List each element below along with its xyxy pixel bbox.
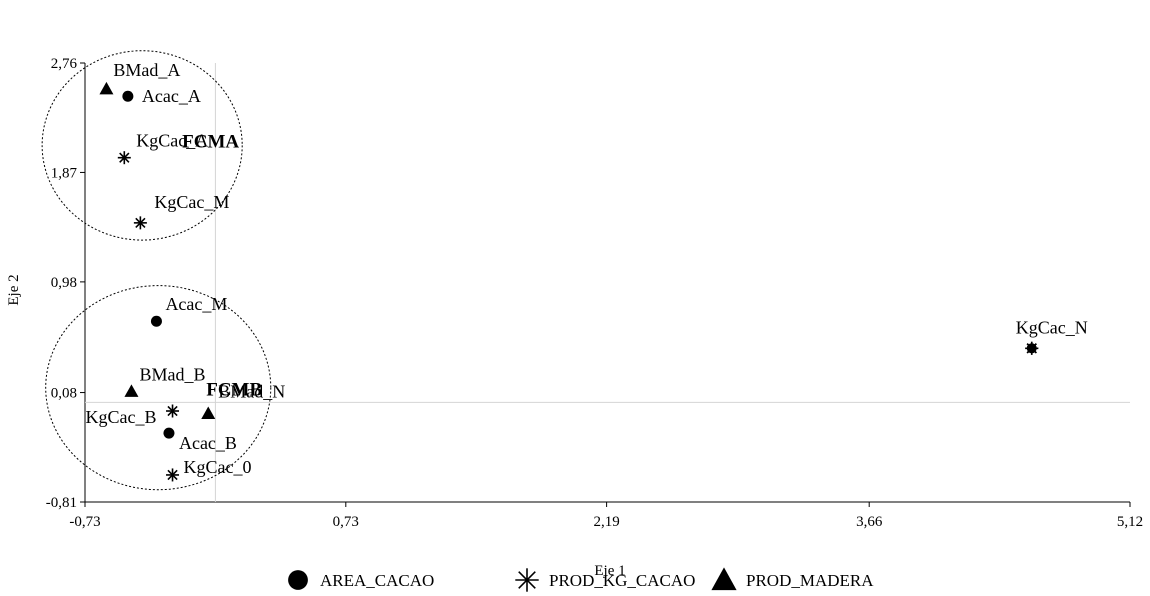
triangle-marker: [99, 81, 114, 95]
point-label: KgCac_N: [1016, 317, 1088, 337]
cluster-ellipse: [41, 50, 243, 241]
data-points: Acac_A Acac_M Acac_B KgCac_A KgCac_M KgCac_B K…: [86, 60, 1088, 482]
asterisk-stroke: [1026, 343, 1037, 354]
x-tick-label: 2,19: [593, 514, 619, 530]
cluster-label: FCMB: [206, 380, 262, 401]
cluster-ellipses: FCMA FCMB: [41, 50, 272, 491]
data-point: KgCac_M: [133, 192, 229, 230]
point-label: Acac_B: [179, 433, 237, 453]
x-tick-label: 3,66: [856, 514, 883, 530]
x-tick-label: 5,12: [1117, 514, 1143, 530]
y-tick-label: 1,87: [51, 165, 78, 181]
circle-marker: [288, 570, 308, 590]
axes: -0,73 0,73 2,19 3,66 5,12 -0,81 0,08 0,98 1,87 2,…: [46, 56, 1143, 530]
point-label: BMad_A: [113, 60, 180, 80]
y-tick-label: 0,98: [51, 275, 77, 291]
circle-marker: [122, 90, 134, 102]
asterisk-marker: [166, 404, 180, 418]
legend-label: PROD_MADERA: [746, 571, 874, 590]
data-point: KgCac_A: [117, 131, 208, 165]
data-point: BMad_A: [99, 60, 180, 95]
cluster-label: FCMA: [182, 131, 239, 152]
data-point: KgCac_B: [86, 404, 180, 427]
asterisk-stroke: [135, 217, 146, 229]
data-point: BMad_N: [201, 381, 285, 420]
point-label: BMad_B: [139, 364, 205, 384]
legend-item: PROD_KG_CACAO: [515, 568, 695, 592]
legend-label: PROD_KG_CACAO: [549, 571, 695, 590]
data-point: BMad_B: [124, 364, 205, 397]
point-label: Acac_M: [165, 294, 227, 314]
x-tick-label: -0,73: [69, 514, 100, 530]
point-label: KgCac_0: [184, 457, 252, 477]
asterisk-marker: [166, 468, 180, 482]
asterisk-marker: [117, 151, 131, 165]
point-label: KgCac_A: [136, 131, 208, 151]
point-label: Acac_A: [142, 86, 201, 106]
point-label: KgCac_M: [154, 192, 229, 212]
x-axis-title: Eje 1: [594, 563, 625, 579]
y-axis-title: Eje 2: [6, 274, 22, 305]
data-point: KgCac_N: [1016, 317, 1088, 355]
cluster-ellipse: [45, 285, 272, 491]
point-label: BMad_N: [218, 381, 285, 401]
asterisk-stroke: [167, 405, 178, 417]
y-tick-label: 0,08: [51, 386, 77, 402]
y-tick-label: 2,76: [51, 56, 78, 72]
circle-marker: [150, 315, 162, 327]
asterisk-marker: [133, 216, 147, 230]
triangle-marker: [124, 384, 139, 397]
asterisk-marker: [515, 568, 539, 592]
y-tick-label: -0,81: [46, 495, 77, 511]
asterisk-stroke: [518, 571, 536, 589]
circle-marker: [163, 427, 175, 439]
data-point: Acac_A: [122, 86, 201, 106]
data-point: KgCac_0: [166, 457, 252, 482]
asterisk-stroke: [167, 469, 178, 481]
legend-item: PROD_MADERA: [711, 567, 874, 591]
triangle-marker: [201, 406, 216, 420]
data-point: Acac_M: [150, 294, 227, 327]
reference-lines: [85, 63, 1130, 502]
point-label: KgCac_B: [86, 407, 157, 427]
triangle-marker: [711, 567, 737, 591]
x-tick-label: 0,73: [333, 514, 359, 530]
legend-item: AREA_CACAO: [288, 570, 434, 590]
asterisk-marker: [1025, 341, 1039, 355]
legend: AREA_CACAO PROD_KG_CACAO PROD_MADERA: [288, 567, 874, 592]
data-point: Acac_B: [163, 427, 237, 453]
asterisk-stroke: [119, 152, 130, 163]
legend-label: AREA_CACAO: [320, 571, 434, 590]
